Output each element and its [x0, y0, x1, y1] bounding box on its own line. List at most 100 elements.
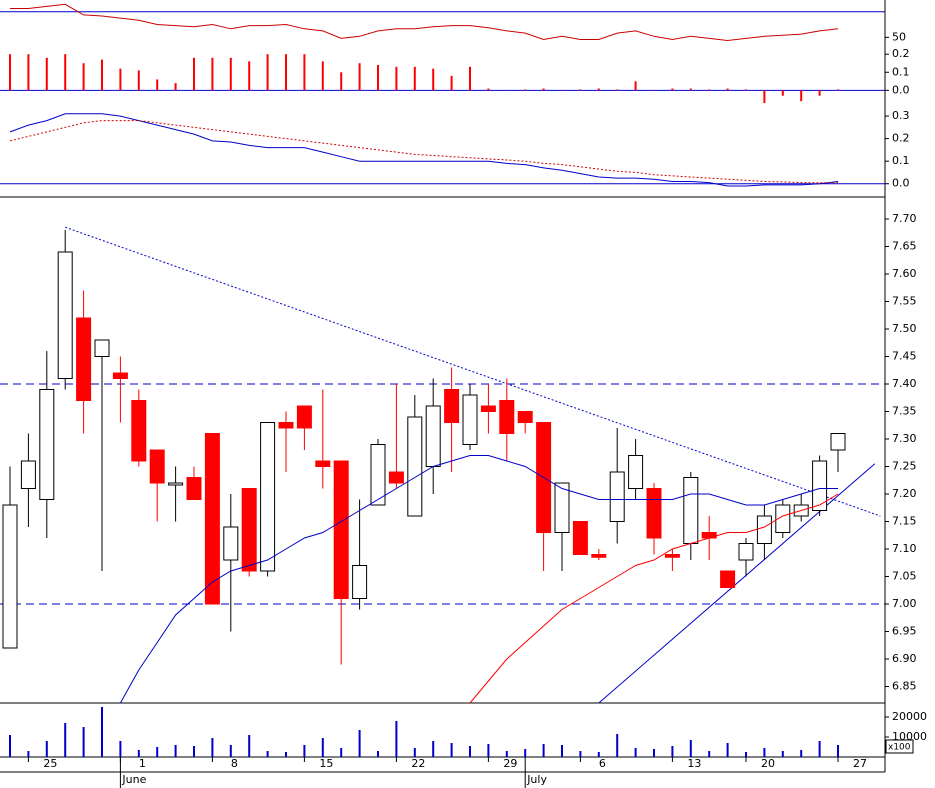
- candle-body: [517, 411, 533, 423]
- candle-body: [278, 422, 294, 429]
- bar: [634, 748, 637, 757]
- y-tick-label: 7.30: [892, 432, 917, 445]
- bar: [597, 752, 600, 757]
- bar: [708, 751, 711, 757]
- bar: [119, 68, 122, 91]
- bar: [634, 81, 637, 91]
- line: [469, 493, 839, 704]
- bar: [469, 746, 471, 757]
- bar: [137, 750, 140, 757]
- unit-box: [885, 739, 914, 754]
- bar: [266, 751, 269, 757]
- candle-body: [628, 455, 644, 489]
- candle-body: [812, 460, 828, 511]
- x-tick-label: 15: [319, 757, 333, 770]
- x-tick-label: 25: [43, 757, 57, 770]
- bar: [285, 752, 287, 757]
- candle-body: [554, 482, 570, 533]
- bar: [505, 751, 508, 757]
- bar: [745, 752, 747, 757]
- y-tick-label: 10000: [892, 730, 927, 743]
- x-tick-label: 20: [761, 757, 775, 770]
- bar: [487, 744, 490, 757]
- y-tick-label: 0.1: [892, 154, 910, 167]
- x-tick-label: 1: [139, 757, 146, 770]
- bar: [579, 751, 582, 757]
- candle-body: [296, 405, 312, 429]
- y-tick-label: 0.0: [892, 83, 910, 96]
- candle-body: [149, 449, 165, 484]
- candle-body: [664, 554, 680, 558]
- candle-body: [57, 251, 73, 379]
- bar: [653, 90, 655, 91]
- bar: [818, 741, 821, 757]
- line: [9, 120, 839, 184]
- bar: [837, 89, 839, 91]
- y-tick-label: 0.3: [892, 109, 910, 122]
- bar: [101, 59, 103, 91]
- bar: [689, 740, 692, 757]
- candle-body: [572, 521, 588, 555]
- bar: [579, 89, 582, 91]
- bar: [781, 90, 784, 96]
- y-tick-label: 7.25: [892, 460, 917, 473]
- trend-line: [65, 226, 881, 517]
- trend-line: [598, 463, 876, 704]
- bar: [248, 735, 251, 757]
- candle-body: [720, 570, 736, 588]
- bar: [82, 727, 85, 757]
- candle-body: [407, 416, 423, 517]
- bar: [671, 746, 674, 757]
- candle-body: [333, 460, 349, 599]
- bar: [193, 57, 195, 91]
- y-tick-label: 0.0: [892, 177, 910, 190]
- bar: [45, 57, 48, 91]
- candle-body: [370, 444, 386, 506]
- candle-body: [20, 460, 36, 489]
- bar: [377, 65, 379, 91]
- bar: [377, 751, 379, 757]
- y-tick-label: 7.35: [892, 405, 917, 418]
- candle-body: [168, 482, 184, 486]
- bar: [542, 744, 545, 757]
- bar: [450, 75, 453, 91]
- bar: [432, 741, 435, 757]
- candle-body: [646, 488, 662, 539]
- bar: [137, 70, 140, 91]
- y-tick-label: 7.40: [892, 377, 917, 390]
- bar: [616, 89, 619, 91]
- bar: [542, 88, 545, 91]
- bar: [818, 90, 821, 96]
- bar: [45, 741, 48, 757]
- y-tick-label: 7.20: [892, 487, 917, 500]
- bar: [450, 743, 453, 757]
- candle-body: [2, 504, 18, 649]
- bar: [174, 83, 177, 91]
- bar: [211, 738, 214, 757]
- bar: [321, 738, 324, 757]
- month-label: July: [526, 773, 547, 786]
- bar: [358, 63, 361, 91]
- bar: [616, 734, 619, 757]
- bar: [395, 721, 398, 757]
- y-tick-label: 6.85: [892, 680, 917, 693]
- candle-body: [499, 400, 515, 434]
- bar: [101, 707, 103, 757]
- bar: [837, 745, 839, 757]
- y-tick-label: 7.00: [892, 597, 917, 610]
- bar: [9, 735, 11, 757]
- candle-body: [131, 400, 147, 462]
- y-tick-label: 7.50: [892, 322, 917, 335]
- bar: [505, 90, 508, 91]
- x-tick-label: 29: [503, 757, 517, 770]
- bar: [597, 88, 600, 91]
- candle-body: [775, 504, 791, 533]
- bar: [156, 747, 159, 757]
- candle-body: [76, 317, 92, 401]
- bar: [9, 54, 11, 91]
- bar: [708, 89, 711, 91]
- bar: [763, 90, 766, 103]
- candle-body: [388, 471, 404, 484]
